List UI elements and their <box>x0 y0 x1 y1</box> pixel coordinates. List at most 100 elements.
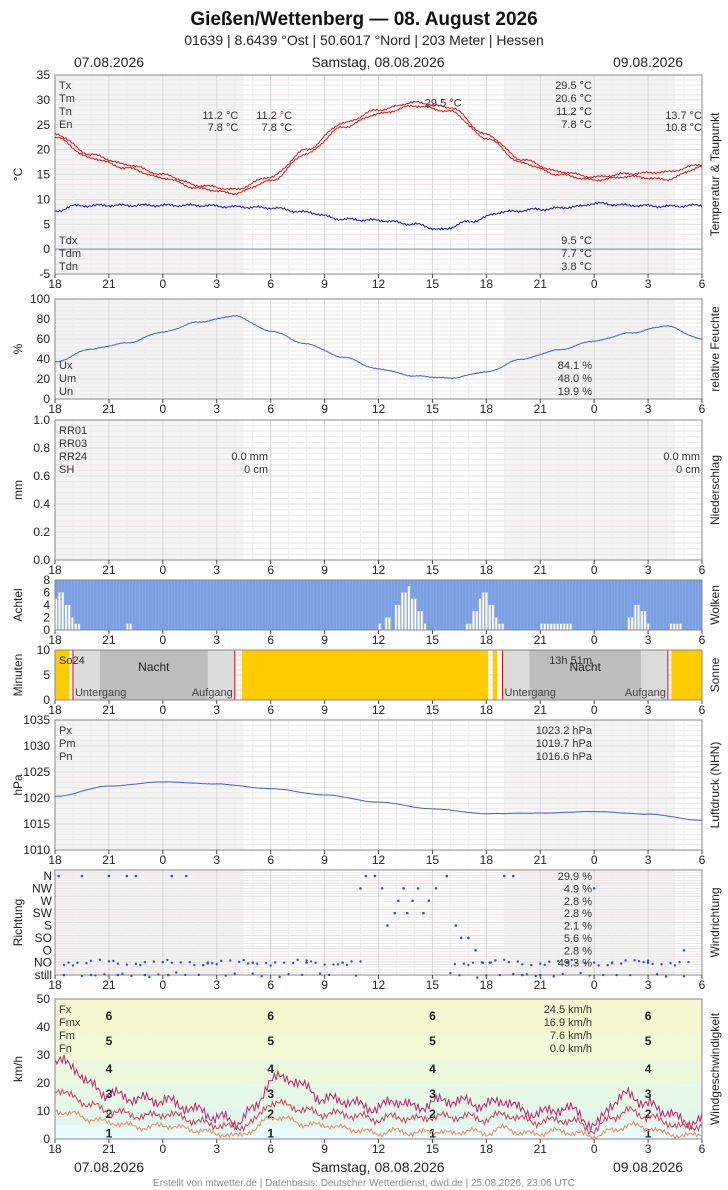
y-axis-label: Minuten <box>11 654 25 697</box>
y-axis-label: Richtung <box>11 899 25 946</box>
direction-point <box>143 973 147 977</box>
direction-point <box>467 936 470 940</box>
night-label: Nacht <box>570 660 602 674</box>
direction-point <box>197 973 200 977</box>
date-left-top: 07.08.2026 <box>74 54 144 70</box>
x-tick-label: 9 <box>321 853 328 867</box>
x-tick-label: 21 <box>534 633 548 647</box>
legend-label: Tn <box>59 106 72 118</box>
y-tick-label: W <box>41 894 53 908</box>
legend-label: Tx <box>59 80 72 92</box>
beaufort-band <box>56 1108 702 1125</box>
direction-point <box>309 960 313 963</box>
direction-point <box>98 958 102 962</box>
y-tick-label: 60 <box>37 332 51 346</box>
y-tick-label: 35 <box>37 68 51 82</box>
y-tick-label: 1015 <box>23 817 50 831</box>
y-tick-label: S <box>44 919 52 933</box>
y-tick-label: 10 <box>37 192 51 206</box>
direction-point <box>184 973 187 977</box>
direction-point <box>646 961 650 964</box>
direction-point <box>62 973 66 977</box>
panel-side-label: Niederschlag <box>708 455 722 525</box>
cloud-gap-bar <box>546 623 550 631</box>
annotation-label: 29.5 °C <box>425 97 462 109</box>
station-info: 01639 | 8.6439 °Ost | 50.6017 °Nord | 20… <box>184 32 544 48</box>
direction-point <box>364 874 368 878</box>
direction-point <box>116 973 120 977</box>
direction-point <box>411 899 414 903</box>
x-tick-label: 18 <box>480 853 494 867</box>
cloud-gap-bar <box>423 623 427 631</box>
direction-point <box>278 975 281 979</box>
x-tick-label: 3 <box>213 978 220 992</box>
x-tick-label: 6 <box>267 703 274 717</box>
x-tick-label: 3 <box>213 1142 220 1156</box>
direction-point <box>402 887 405 890</box>
panel-frame <box>54 649 703 701</box>
x-tick-label: 3 <box>645 563 652 577</box>
x-tick-label: 0 <box>591 402 598 416</box>
direction-point <box>476 976 479 979</box>
cloud-gap-bar <box>57 592 61 631</box>
night-band-core <box>99 650 208 700</box>
panel-side-label: Windgeschwindigkeit <box>708 1012 722 1125</box>
precip-value: 0 cm <box>244 464 268 476</box>
direction-point <box>233 972 236 975</box>
cloud-gap-bar <box>488 604 491 631</box>
direction-point <box>134 962 138 965</box>
direction-point <box>373 874 377 878</box>
x-tick-label: 0 <box>159 402 166 416</box>
beaufort-band <box>56 1060 702 1086</box>
page-title: Gießen/Wettenberg — 08. August 2026 <box>190 9 537 30</box>
beaufort-number: 1 <box>106 1126 113 1140</box>
x-tick-label: 6 <box>699 703 706 717</box>
beaufort-number: 1 <box>267 1126 274 1140</box>
direction-point <box>107 960 111 963</box>
direction-point <box>193 963 196 967</box>
legend-label: RR01 <box>59 425 87 437</box>
x-tick-label: 18 <box>480 277 494 291</box>
panel-frame <box>54 998 703 1140</box>
y-tick-label: 15 <box>37 168 51 182</box>
cloud-gap-bar <box>646 623 650 631</box>
sunrise-label: Aufgang <box>625 687 666 699</box>
date-right-bottom: 09.08.2026 <box>613 1159 683 1175</box>
footer-credit: Erstellt von mtwetter.de | Datenbasis: D… <box>153 1178 575 1189</box>
x-tick-label: 0 <box>591 633 598 647</box>
direction-point <box>350 960 353 963</box>
direction-point <box>179 961 183 964</box>
x-tick-label: 18 <box>480 633 494 647</box>
legend-label: Fmx <box>59 1017 81 1029</box>
cloud-gap-bar <box>543 623 546 631</box>
x-tick-label: 18 <box>480 402 494 416</box>
cloud-gap-bar <box>669 623 673 631</box>
cloud-gap-bar <box>74 623 77 631</box>
direction-point <box>566 960 569 964</box>
direction-point <box>530 963 533 967</box>
x-tick-label: 12 <box>372 402 386 416</box>
y-tick-label: still <box>35 968 52 982</box>
x-tick-label: 21 <box>534 853 548 867</box>
direction-point <box>471 961 475 964</box>
cloud-gap-bar <box>630 617 634 631</box>
direction-point <box>606 963 609 967</box>
precip-value: 0.0 mm <box>663 451 700 463</box>
x-tick-label: 21 <box>534 1142 548 1156</box>
direction-point <box>538 973 542 977</box>
direction-point <box>134 874 138 878</box>
direction-point <box>148 975 151 979</box>
y-tick-label: 5 <box>43 668 50 682</box>
direction-point <box>89 959 93 963</box>
direction-point <box>125 963 129 966</box>
annotation-label: 13.7 °C <box>665 110 702 122</box>
cloud-gap-bar <box>562 623 566 631</box>
direction-point <box>211 962 214 965</box>
cloud-gap-bar <box>404 592 407 631</box>
direction-point <box>583 961 587 965</box>
legend-label: Tdm <box>59 248 81 260</box>
cloud-gap-bar <box>407 586 411 631</box>
x-tick-label: 6 <box>699 1142 706 1156</box>
cloud-gap-bar <box>569 623 572 631</box>
direction-point <box>206 962 209 965</box>
